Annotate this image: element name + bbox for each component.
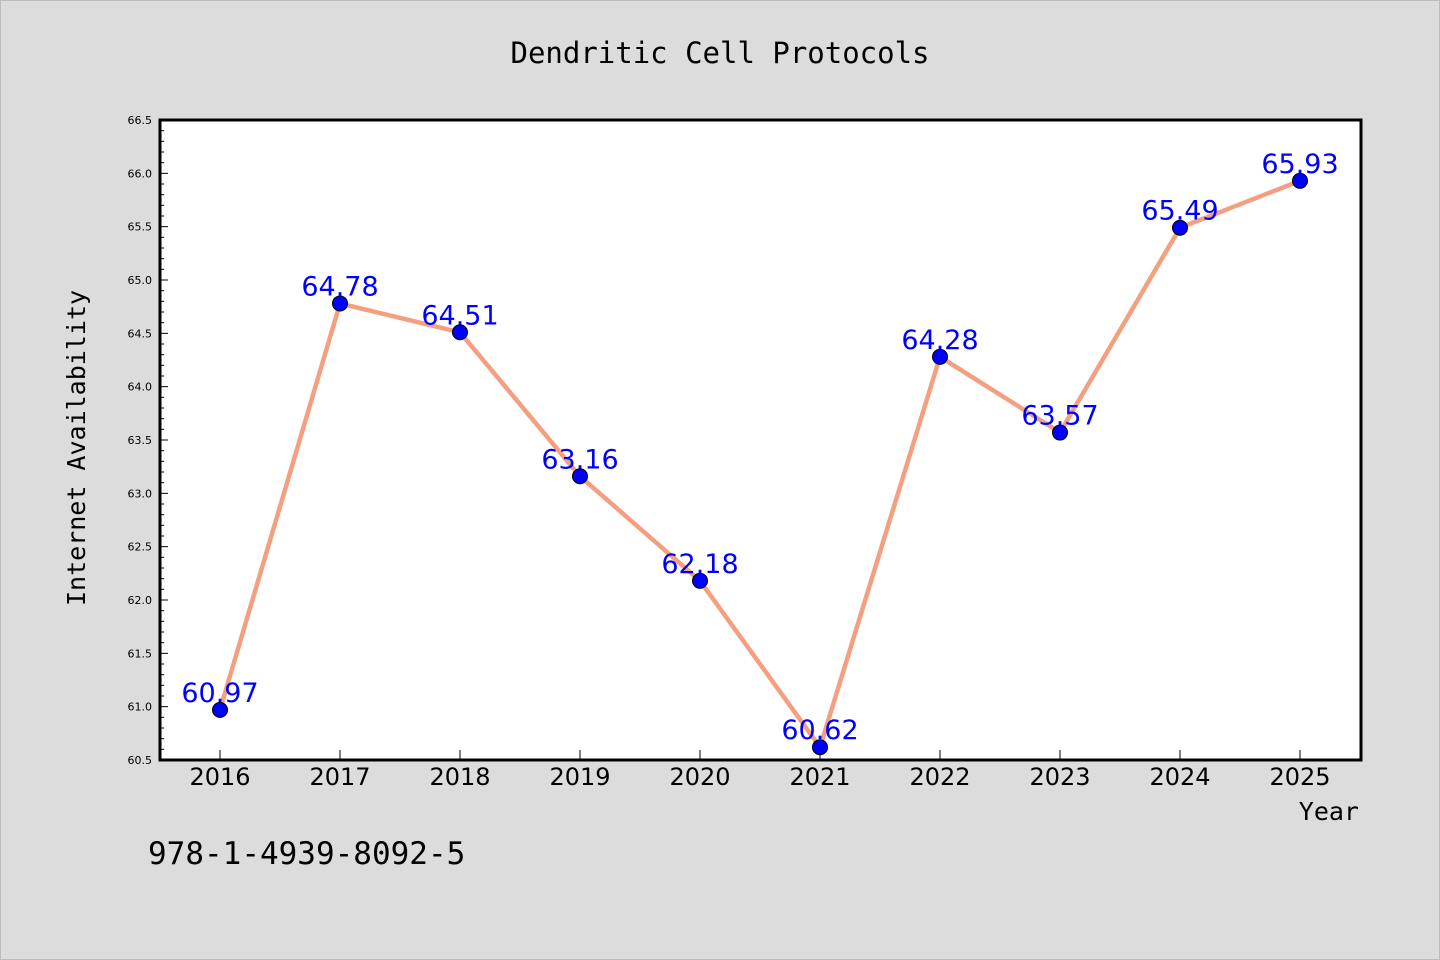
series-line — [217, 178, 1303, 750]
chart-title: Dendritic Cell Protocols — [510, 36, 929, 70]
data-point — [1052, 424, 1068, 441]
x-tick-label: 2025 — [1269, 763, 1330, 791]
data-point — [572, 468, 588, 485]
y-tick-label: 62.5 — [128, 541, 153, 554]
data-point — [692, 572, 708, 589]
data-label: 62.18 — [661, 549, 738, 580]
x-tick-label: 2023 — [1029, 763, 1090, 791]
data-point — [932, 348, 948, 365]
data-point — [812, 739, 828, 756]
x-tick-label: 2022 — [909, 763, 970, 791]
y-tick-label: 63.5 — [128, 434, 153, 447]
y-axis: 60.5 61.0 61.5 62.0 62.5 63.0 63.5 64.0 64.5 65.0… — [128, 114, 168, 767]
data-labels: 60.97 64.78 64.51 63.16 62.18 60.62 64.28 63.57… — [181, 149, 1338, 746]
data-point — [212, 701, 228, 718]
x-tick-label: 2019 — [549, 763, 610, 791]
y-tick-label: 64.5 — [128, 327, 153, 340]
data-point — [1172, 219, 1188, 236]
x-tick-label: 2020 — [669, 763, 730, 791]
y-tick-label: 63.0 — [128, 487, 153, 500]
y-tick-label: 60.5 — [128, 754, 153, 767]
data-label: 60.97 — [181, 678, 258, 709]
x-tick-label: 2016 — [189, 763, 250, 791]
x-axis-label: Year — [1299, 797, 1359, 826]
data-points — [212, 172, 1308, 756]
plot-frame — [158, 118, 1363, 762]
data-label: 65.93 — [1261, 149, 1338, 180]
x-tick-label: 2018 — [429, 763, 490, 791]
y-tick-label: 65.5 — [128, 221, 153, 234]
x-axis: 2016 2017 2018 2019 2020 2021 2022 2023 2024 2025 — [189, 750, 1331, 791]
y-tick-label: 66.0 — [128, 167, 153, 180]
x-tick-label: 2021 — [789, 763, 850, 791]
plot-area — [160, 120, 1361, 760]
data-label: 63.57 — [1021, 401, 1098, 432]
data-point — [1292, 172, 1308, 189]
x-tick-label: 2017 — [309, 763, 370, 791]
y-tick-label: 65.0 — [128, 274, 153, 287]
y-tick-label: 61.0 — [128, 701, 153, 714]
y-axis-label: Internet Availability — [62, 290, 91, 606]
data-label: 64.28 — [901, 325, 978, 356]
data-point — [332, 295, 348, 312]
data-label: 60.62 — [781, 715, 858, 746]
data-label: 64.51 — [421, 300, 498, 331]
y-tick-label: 66.5 — [128, 114, 153, 127]
data-label: 63.16 — [541, 444, 618, 475]
x-tick-label: 2024 — [1149, 763, 1210, 791]
y-tick-label: 62.0 — [128, 594, 153, 607]
data-label: 65.49 — [1141, 196, 1218, 227]
y-tick-label: 61.5 — [128, 647, 153, 660]
y-tick-label: 64.0 — [128, 381, 153, 394]
data-point — [452, 324, 468, 341]
data-label: 64.78 — [301, 271, 378, 302]
isbn-annotation: 978-1-4939-8092-5 — [148, 836, 465, 872]
